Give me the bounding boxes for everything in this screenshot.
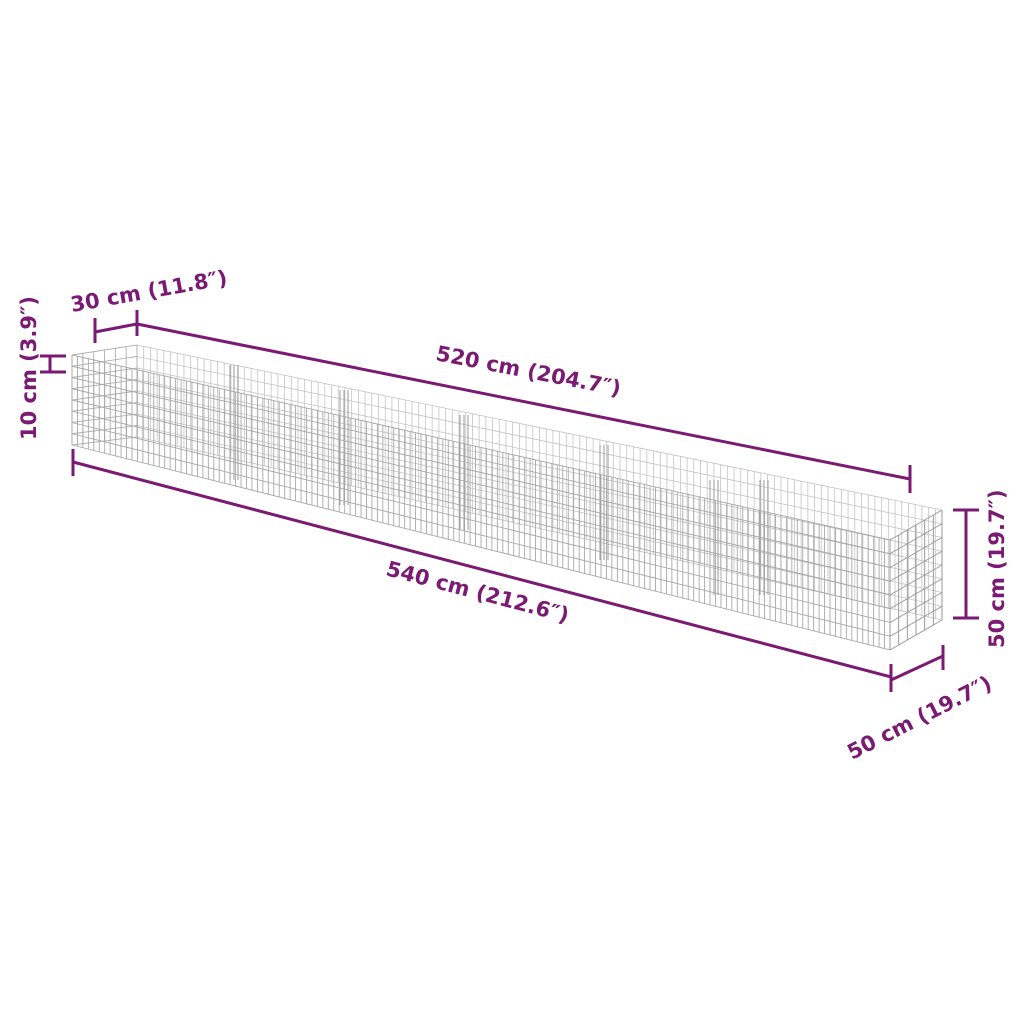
front-face-wire <box>71 444 891 651</box>
back-face-wire <box>136 367 943 538</box>
dim-540cm <box>71 449 893 692</box>
right-face-wire <box>889 537 943 568</box>
right-face-wire <box>889 550 943 582</box>
right-face-wire <box>889 619 943 651</box>
dim-10cm <box>40 354 66 374</box>
front-face-wire <box>71 354 891 541</box>
label-50cm-height: 50 cm (19.7″) <box>985 489 1009 648</box>
label-50cm-depth: 50 cm (19.7″) <box>843 671 995 764</box>
front-face-wire <box>71 399 891 596</box>
dim-50cm-height <box>953 508 979 620</box>
right-face-wire <box>889 578 943 610</box>
front-face-wire <box>71 388 891 582</box>
right-face-wire <box>889 523 943 555</box>
label-10cm: 10 cm (3.9″) <box>17 296 41 440</box>
front-face-wire <box>71 365 891 555</box>
label-520cm: 520 cm (204.7″) <box>434 341 623 400</box>
right-face-wire <box>889 509 943 541</box>
right-face-wire <box>889 605 943 637</box>
right-face-wire <box>889 592 943 623</box>
label-30cm: 30 cm (11.8″) <box>69 266 229 317</box>
front-face-wire <box>71 377 891 568</box>
gabion-mesh <box>71 344 943 651</box>
dim-520cm <box>136 322 912 493</box>
dim-30cm <box>93 310 139 343</box>
dimension-lines <box>40 310 979 692</box>
back-face-wire <box>136 356 943 525</box>
right-face-wire <box>889 564 943 596</box>
left-face-wire <box>71 344 138 356</box>
front-face-wire <box>71 410 891 610</box>
dim-50cm-depth <box>890 645 945 682</box>
back-face-wire <box>136 344 943 511</box>
front-face-wire <box>71 433 891 637</box>
front-face-wire <box>71 422 891 623</box>
